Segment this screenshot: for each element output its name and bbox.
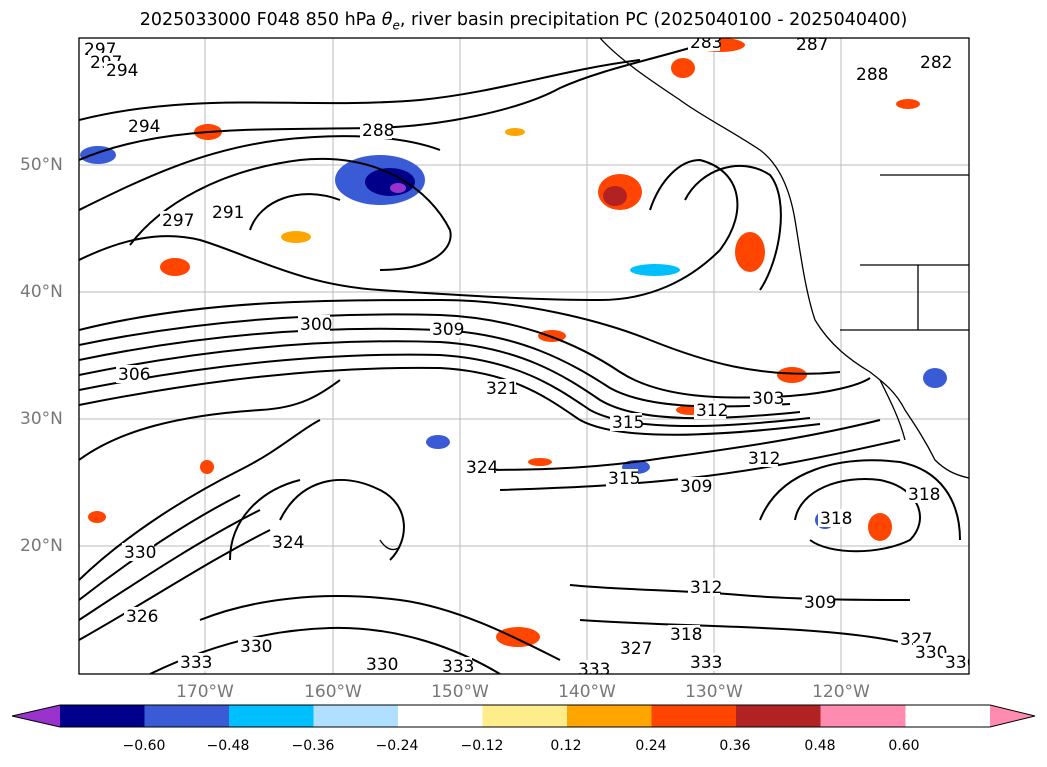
colorbar-segment — [229, 705, 314, 727]
contour-label: 326 — [126, 607, 158, 627]
colorbar-tick-label: 0.36 — [719, 738, 751, 754]
colorbar-segment — [60, 705, 145, 727]
contour-label: 336 — [945, 653, 977, 673]
contour-label: 282 — [920, 53, 952, 73]
contour-label: 321 — [486, 379, 518, 399]
lon-label-170w: 170°W — [176, 682, 234, 702]
colorbar — [11, 704, 1036, 728]
colorbar-tick-label: −0.36 — [291, 738, 335, 754]
colorbar-tick-label: 0.24 — [635, 738, 667, 754]
map-frame — [78, 37, 970, 675]
contour-label: 324 — [272, 533, 304, 553]
contour-label: 287 — [796, 35, 828, 55]
colorbar-tick-label: 0.12 — [550, 738, 582, 754]
contour-label: 297 — [162, 211, 194, 231]
colorbar-tick-label: 0.60 — [888, 738, 920, 754]
contour-label: 312 — [748, 449, 780, 469]
lon-label-130w: 130°W — [685, 682, 743, 702]
contour-label: 330 — [124, 543, 156, 563]
contour-label: 309 — [804, 593, 836, 613]
colorbar-segment — [736, 705, 821, 727]
contour-label: 288 — [362, 121, 394, 141]
lat-label-20n: 20°N — [20, 536, 63, 556]
lon-label-120w: 120°W — [812, 682, 870, 702]
contour-label: 294 — [128, 117, 160, 137]
colorbar-tick-label: −0.24 — [375, 738, 419, 754]
contour-label: 312 — [696, 401, 728, 421]
lon-label-150w: 150°W — [431, 682, 489, 702]
lon-label-140w: 140°W — [558, 682, 616, 702]
colorbar-tick-label: −0.12 — [460, 738, 504, 754]
colorbar-extend-low — [12, 705, 60, 727]
contour-label: 312 — [690, 578, 722, 598]
contour-label-group: 2972972942942882912972882872822833003093… — [82, 33, 977, 680]
colorbar-segment — [820, 705, 906, 727]
contour-label: 315 — [612, 413, 644, 433]
contour-label: 315 — [608, 469, 640, 489]
map-area: 2972972942942882912972882872822833003093… — [79, 33, 977, 680]
colorbar-segment — [651, 705, 737, 727]
colorbar-tick-label: −0.60 — [122, 738, 166, 754]
contour-label: 300 — [300, 315, 332, 335]
contour-label: 283 — [690, 33, 722, 53]
colorbar-segment — [398, 705, 483, 727]
contour-label: 330 — [240, 637, 272, 657]
colorbar-segment — [144, 705, 230, 727]
contour-label: 309 — [432, 320, 464, 340]
contour-label: 318 — [670, 625, 702, 645]
colorbar-segment — [482, 705, 568, 727]
contour-label: 303 — [752, 389, 784, 409]
lat-label-30n: 30°N — [20, 409, 63, 429]
contour-label: 318 — [908, 485, 940, 505]
contour-label: 306 — [118, 365, 150, 385]
contour-label: 294 — [106, 61, 138, 81]
contour-label: 327 — [620, 639, 652, 659]
title-suffix: , river basin precipitation PC (20250401… — [399, 10, 908, 30]
colorbar-segment — [313, 705, 399, 727]
colorbar-tick-label: −0.48 — [206, 738, 250, 754]
title-theta-subscript: e — [392, 18, 400, 33]
contour-label: 318 — [820, 509, 852, 529]
title-prefix: 2025033000 F048 850 hPa — [139, 10, 382, 30]
map-title: 2025033000 F048 850 hPa θe, river basin … — [0, 10, 1047, 33]
title-theta: θ — [381, 10, 393, 30]
contour-label: 291 — [212, 203, 244, 223]
colorbar-segment — [567, 705, 652, 727]
lon-label-160w: 160°W — [304, 682, 362, 702]
colorbar-extend-high — [990, 705, 1035, 727]
contour-label: 330 — [915, 643, 947, 663]
contour-label: 309 — [680, 477, 712, 497]
colorbar-tick-label: 0.48 — [804, 738, 836, 754]
contour-label: 288 — [856, 65, 888, 85]
contour-label: 333 — [442, 657, 474, 677]
contour-label: 330 — [366, 655, 398, 675]
coastline — [379, 38, 969, 551]
lat-label-40n: 40°N — [20, 282, 63, 302]
contour-label: 324 — [466, 458, 498, 478]
contour-label: 333 — [578, 660, 610, 680]
lat-label-50n: 50°N — [20, 155, 63, 175]
contour-label: 333 — [180, 653, 212, 673]
contour-label: 333 — [690, 653, 722, 673]
